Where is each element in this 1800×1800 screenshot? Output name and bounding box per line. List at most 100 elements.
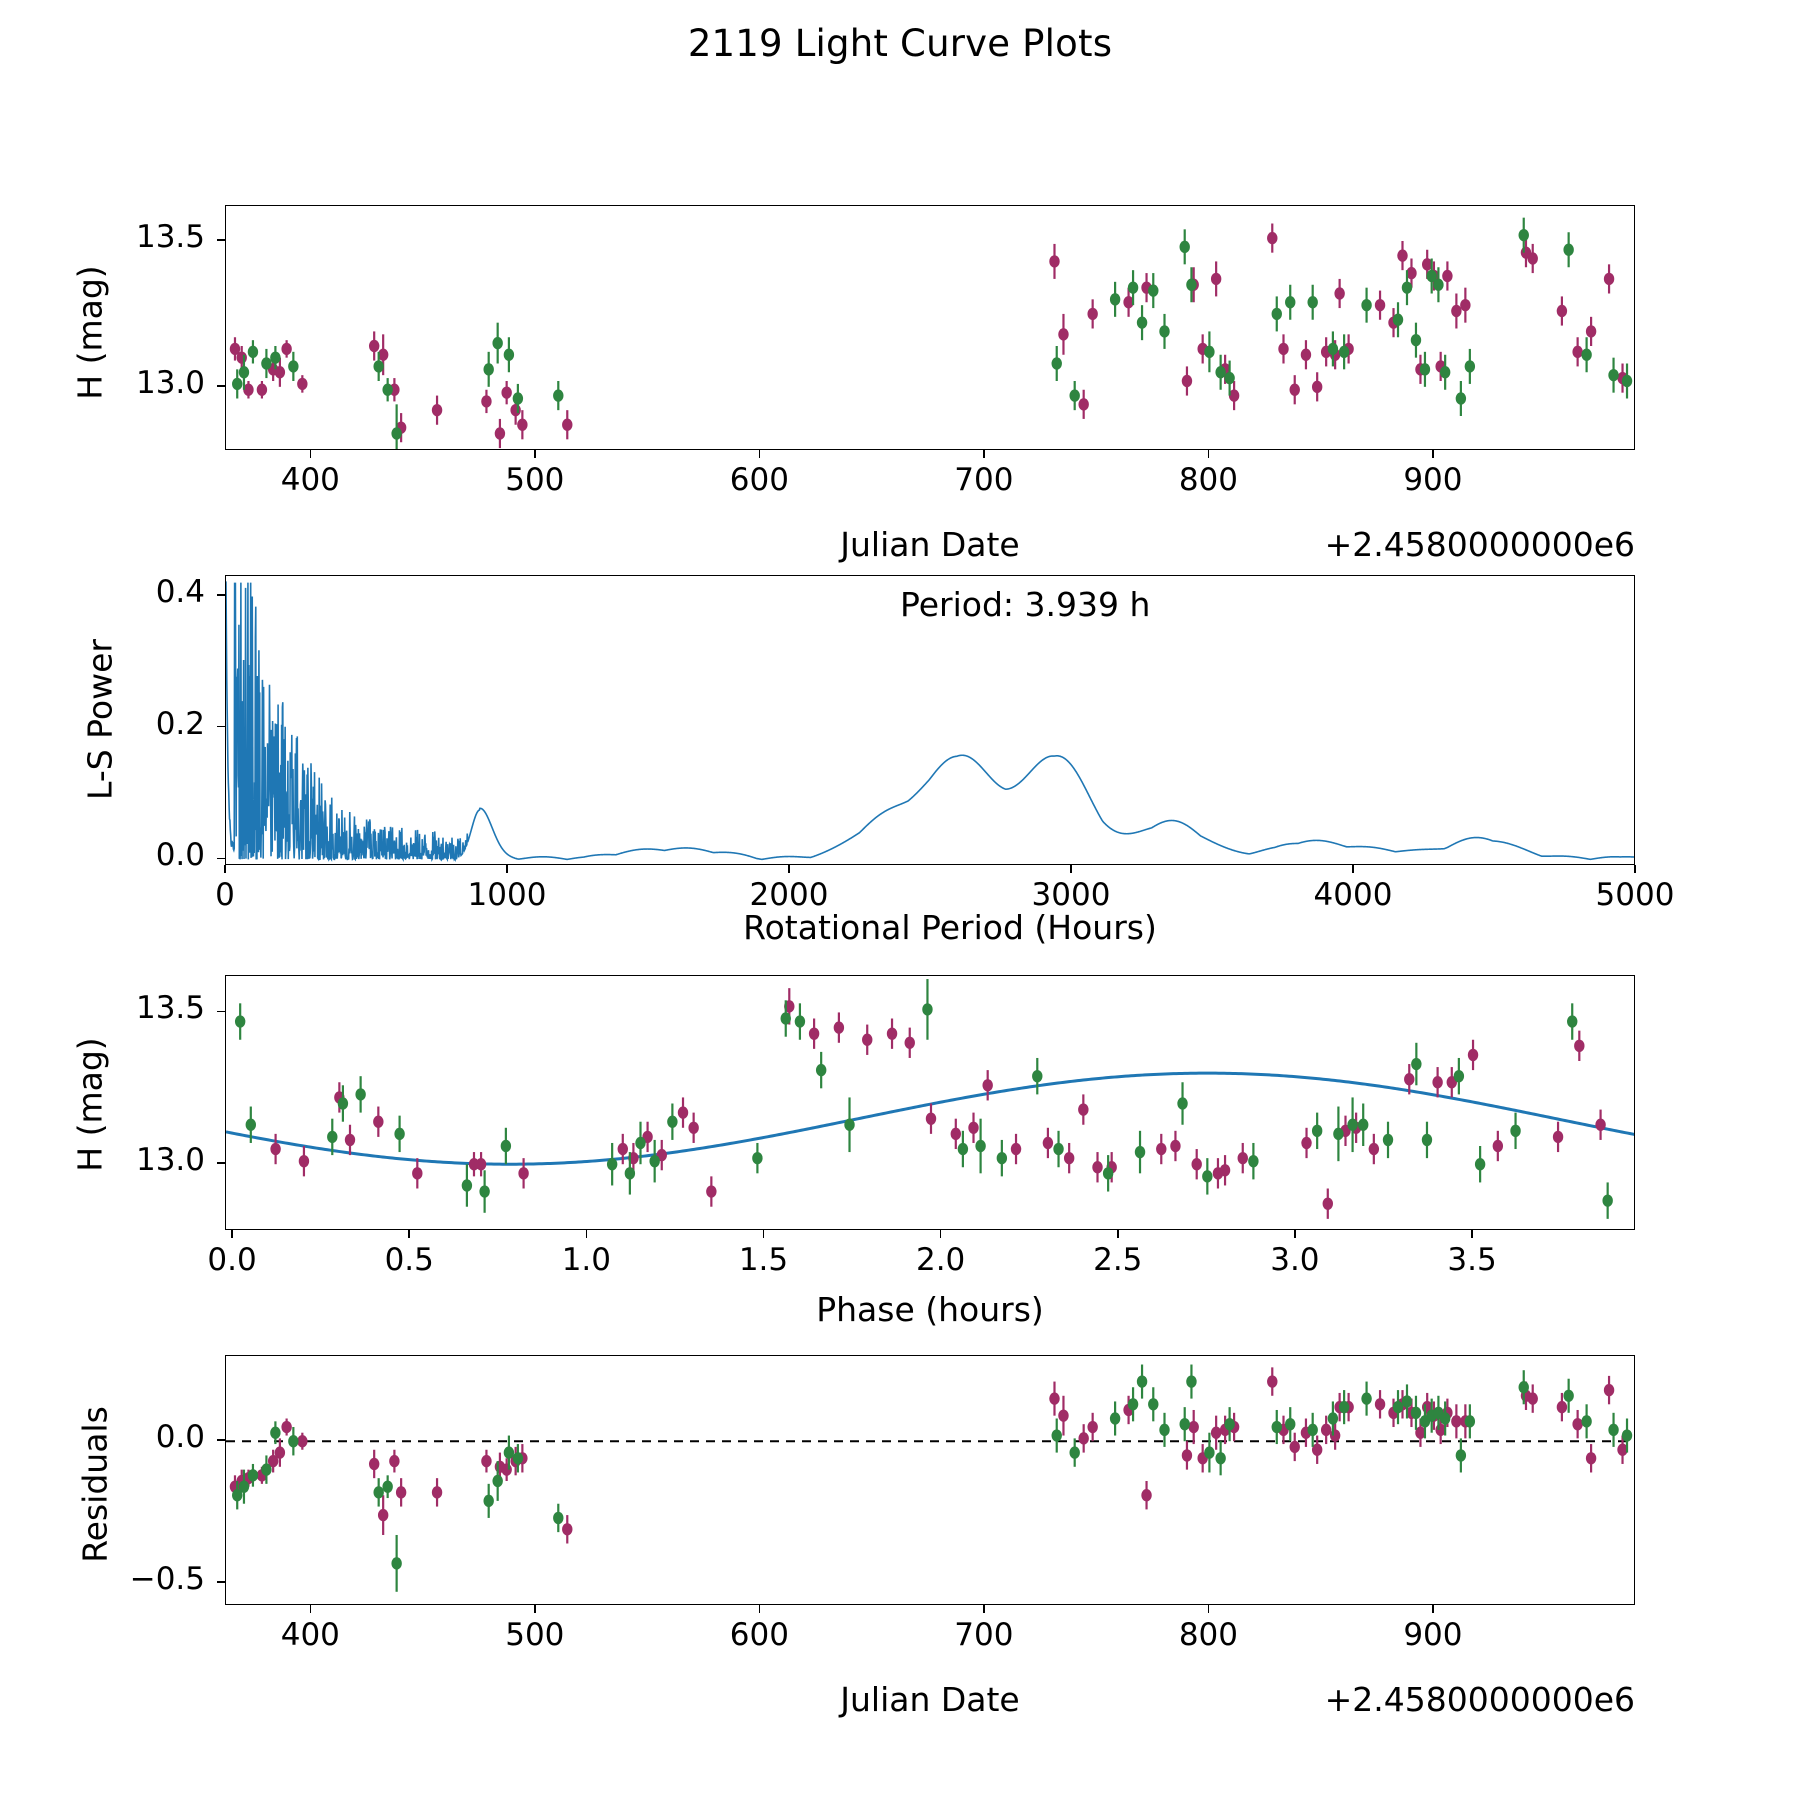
data-point [373,360,384,373]
data-point [327,1130,338,1144]
series-series_b [232,217,1633,449]
data-point [1432,1076,1443,1089]
panel-periodogram [225,575,1635,865]
x-tickmark [1207,1605,1210,1613]
data-point [247,1469,259,1482]
figure-title: 2119 Light Curve Plots [687,22,1113,65]
data-point [1177,1097,1188,1110]
data-point [368,1457,380,1471]
data-point [808,1027,820,1040]
data-point [1271,307,1282,321]
x-tickmark [1070,865,1072,873]
data-point [1404,1073,1415,1086]
data-point [517,418,528,431]
x-tick-label: 4000 [1313,877,1393,913]
y-tick-label: 13.5 [135,990,205,1027]
x-tickmark [309,450,312,458]
data-point [1415,1426,1426,1439]
data-point [1603,1383,1615,1397]
data-point [1563,1389,1574,1402]
data-point [1123,296,1134,309]
residuals-xlabel: Julian Date [840,1680,1020,1719]
data-point [1327,1412,1339,1425]
data-point [1141,1489,1152,1502]
data-point [492,336,503,350]
data-point [1267,1375,1278,1388]
data-point [1289,383,1300,396]
data-point [1228,389,1240,402]
data-point [780,1012,791,1025]
data-point [288,360,299,373]
x-tick-label: 400 [280,462,340,498]
data-point [815,1063,827,1077]
data-point [1455,1449,1467,1462]
data-point [1156,1142,1167,1156]
lightcurve-plot-area [229,217,1633,449]
y-tick-label: 13.0 [135,364,205,401]
data-point [1595,1118,1606,1131]
data-point [1159,1423,1170,1437]
data-point [1053,1142,1064,1156]
data-point [1188,1420,1199,1434]
data-point [1204,345,1215,359]
x-tick-label: 400 [280,1617,340,1653]
periodogram-plot-area [226,581,1634,863]
data-point [1051,1429,1062,1442]
x-tickmark [1432,1605,1434,1613]
panel-phase [225,975,1635,1230]
data-point [243,383,254,396]
data-point [1148,284,1159,297]
data-point [368,339,380,353]
x-tick-label: 600 [729,1617,789,1653]
data-point [412,1167,423,1180]
data-point [395,1486,407,1499]
data-point [1248,1154,1259,1168]
data-point [1087,1420,1098,1434]
data-point [1271,1420,1282,1434]
y-tick-label: −0.5 [129,1561,205,1598]
data-point [1204,1446,1215,1459]
data-point [1621,1429,1633,1442]
data-point [377,1508,389,1522]
x-tick-label: 2.0 [915,1242,966,1278]
data-point [1338,345,1350,359]
x-tick-label: 0.5 [384,1242,434,1278]
data-point [1401,281,1413,294]
data-point [501,386,512,399]
x-tick-label: 900 [1403,462,1463,498]
data-point [501,1463,512,1476]
data-point [1210,1426,1222,1439]
data-point [1572,1417,1583,1431]
data-point [1320,1423,1332,1437]
x-tickmark [1352,865,1354,873]
data-point [256,383,268,396]
data-point [982,1079,993,1092]
y-tickmark [217,593,225,596]
x-tick-label: 2000 [749,877,829,913]
data-point [382,1480,393,1493]
y-tickmark [217,239,225,241]
data-point [1202,1170,1213,1183]
x-tickmark [788,865,790,873]
data-point [1455,392,1467,405]
data-point [391,427,402,440]
data-point [1433,278,1444,291]
x-tick-label: 1.0 [561,1242,611,1278]
x-tickmark [585,1230,588,1238]
data-point [261,1463,272,1476]
data-point [1148,1398,1159,1411]
data-point [382,383,393,396]
data-point [500,1139,512,1153]
data-point [1179,1417,1190,1431]
data-point [1215,366,1226,379]
x-tick-label: 1000 [467,877,547,913]
data-point [245,1118,256,1131]
x-tickmark [309,1605,312,1613]
data-point [337,1097,349,1110]
data-point [1092,1161,1103,1174]
y-tickmark [217,385,225,387]
data-point [904,1036,915,1049]
data-point [431,1486,443,1499]
data-point [1311,1124,1323,1138]
x-tickmark [1634,865,1636,873]
